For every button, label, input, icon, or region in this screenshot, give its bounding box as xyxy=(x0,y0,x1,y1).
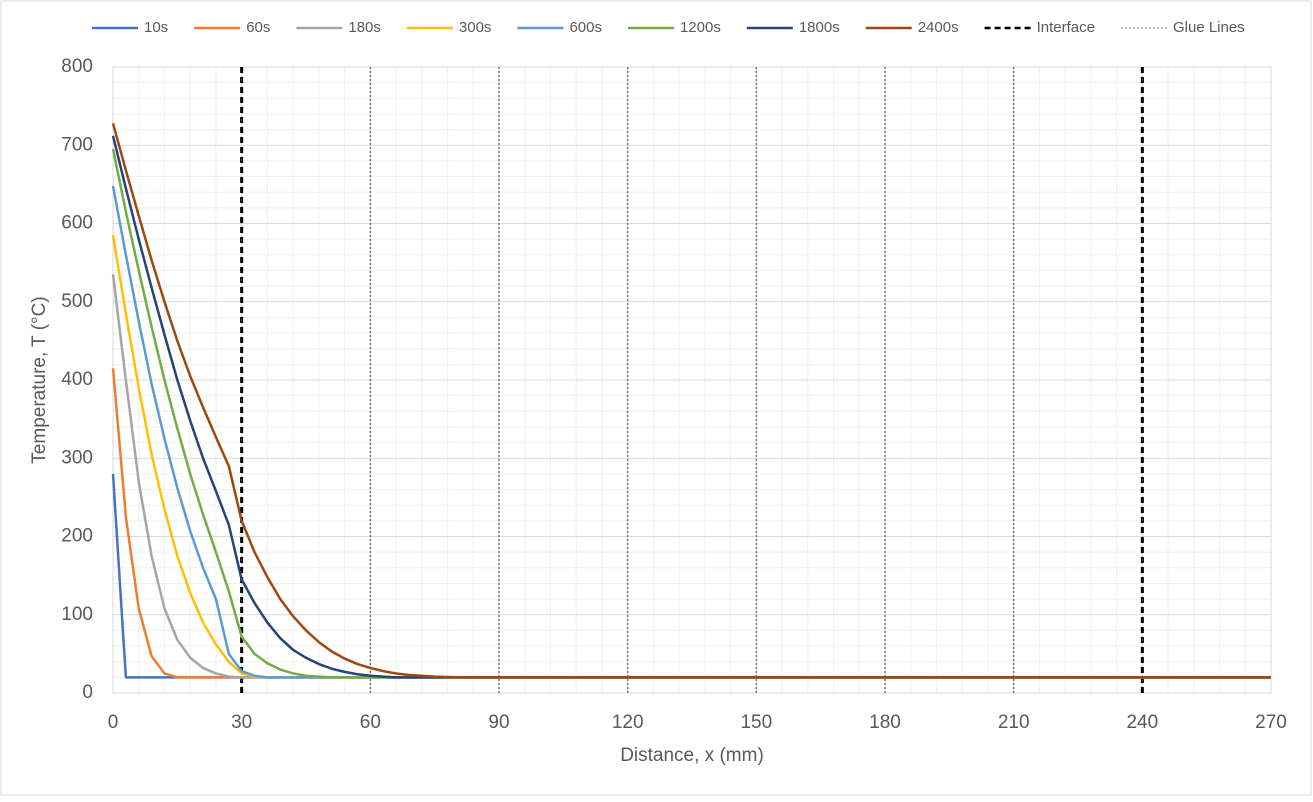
legend-label: 60s xyxy=(246,19,270,36)
x-tick-label: 270 xyxy=(1255,712,1287,733)
legend-label: Interface xyxy=(1037,19,1095,36)
x-axis-label: Distance, x (mm) xyxy=(620,745,764,766)
x-tick-label: 210 xyxy=(998,712,1030,733)
y-tick-label: 100 xyxy=(61,604,93,625)
x-tick-label: 90 xyxy=(488,712,509,733)
legend-label: 2400s xyxy=(918,19,959,36)
y-axis-label: Temperature, T (°C) xyxy=(29,296,50,463)
y-tick-label: 800 xyxy=(61,56,93,77)
y-tick-label: 300 xyxy=(61,447,93,468)
y-tick-label: 700 xyxy=(61,134,93,155)
x-tick-label: 150 xyxy=(740,712,772,733)
series-line xyxy=(111,123,1271,679)
y-tick-label: 500 xyxy=(61,291,93,312)
x-tick-label: 0 xyxy=(108,712,119,733)
legend-label: 1800s xyxy=(799,19,840,36)
x-tick-label: 120 xyxy=(612,712,644,733)
legend-label: 1200s xyxy=(680,19,721,36)
x-tick-label: 60 xyxy=(360,712,381,733)
legend-label: 180s xyxy=(348,19,381,36)
legend-label: Glue Lines xyxy=(1173,19,1245,36)
y-tick-label: 200 xyxy=(61,526,93,547)
y-tick-label: 400 xyxy=(61,369,93,390)
legend-label: 600s xyxy=(569,19,602,36)
y-tick-label: 600 xyxy=(61,213,93,234)
y-tick-label: 0 xyxy=(82,682,93,703)
x-tick-label: 240 xyxy=(1126,712,1158,733)
legend-label: 300s xyxy=(459,19,492,36)
x-tick-label: 180 xyxy=(869,712,901,733)
legend-label: 10s xyxy=(144,19,168,36)
x-tick-label: 30 xyxy=(231,712,252,733)
